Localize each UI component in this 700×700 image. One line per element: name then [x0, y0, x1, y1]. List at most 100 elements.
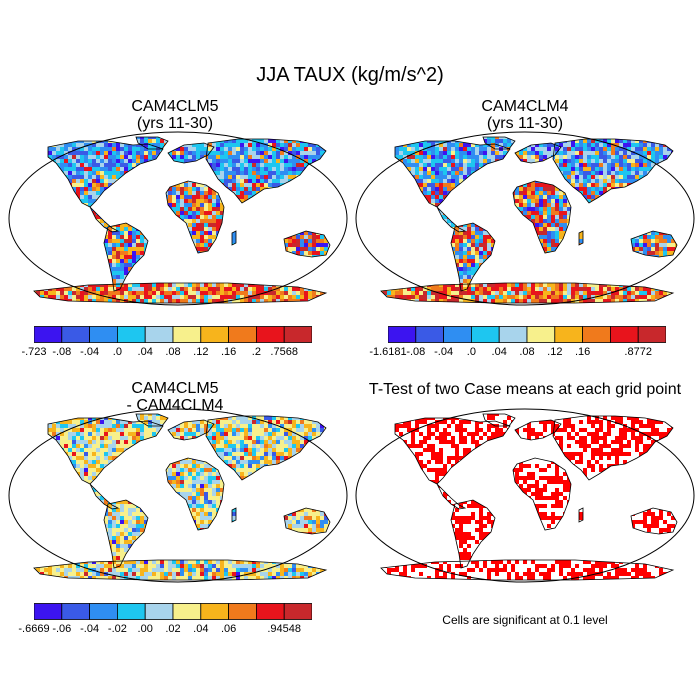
colorbar-swatch	[255, 326, 285, 343]
colorbar-swatch	[609, 326, 639, 343]
panel-title-cam4clm5: CAM4CLM5 (yrs 11-30)	[75, 98, 275, 132]
colorbar-cam4clm5: -.723 -.08 -.04 .0 .04 .08 .12 .16 .2 .7568	[21, 326, 312, 366]
colorbar-tick-label: .2	[251, 346, 261, 358]
colorbar-tick-label: .04	[193, 623, 209, 635]
colorbar-swatch	[471, 326, 500, 343]
coastline-africa	[165, 180, 225, 254]
colorbar-swatch	[172, 603, 202, 620]
panel-title-cam4clm4: CAM4CLM4 (yrs 11-30)	[425, 98, 625, 132]
coastline-europe	[514, 142, 562, 164]
colorbar-tick-label: .16	[220, 346, 237, 358]
colorbar-swatch	[388, 326, 417, 343]
coastline-australia	[283, 507, 331, 535]
colorbar-tick-label: .12	[547, 346, 563, 358]
colorbar-swatch	[61, 603, 90, 620]
coastline-madagascar	[578, 230, 584, 246]
coastline-antarctica	[33, 559, 328, 581]
coastline-north-america	[394, 417, 511, 485]
coastline-north-america	[47, 140, 164, 208]
coastline-europe	[167, 419, 215, 441]
coastline-antarctica	[33, 282, 328, 304]
colorbar-tick-label: -.04	[80, 623, 100, 635]
colorbar-tick-label: .02	[165, 623, 181, 635]
colorbar-swatch	[89, 603, 118, 620]
map-ttest	[355, 408, 695, 583]
coastline-madagascar	[578, 507, 584, 523]
coastline-australia	[630, 507, 678, 535]
colorbar-swatch	[228, 603, 257, 620]
coastline-central-america	[436, 483, 467, 510]
colorbar-swatch	[172, 326, 202, 343]
colorbar-swatch	[415, 326, 444, 343]
coastline-antarctica	[380, 559, 675, 581]
colorbar-tick-label: .04	[137, 346, 153, 358]
coastline-asia	[205, 415, 327, 481]
coastline-central-america	[436, 206, 467, 233]
colorbar-tick-label: .08	[519, 346, 535, 358]
coastline-greenland	[135, 413, 169, 427]
colorbar-tick-label: .0	[466, 346, 476, 358]
map-cam4clm4	[355, 131, 695, 306]
coastline-asia	[205, 138, 327, 204]
colorbar-swatches	[34, 326, 312, 343]
colorbar-swatch	[283, 326, 312, 343]
coastline-greenland	[482, 413, 516, 427]
colorbar-swatch	[144, 603, 174, 620]
colorbar-swatch	[228, 326, 257, 343]
colorbar-tick-label: .12	[193, 346, 209, 358]
colorbar-tick-label: .04	[491, 346, 507, 358]
panel-title-line1: CAM4CLM5	[131, 380, 219, 397]
colorbar-swatch	[89, 326, 118, 343]
coastline-asia	[552, 415, 674, 481]
coastline-africa	[165, 457, 225, 531]
colorbar-tick-label: -.723	[21, 346, 47, 358]
colorbar-tick-label: .00	[137, 623, 153, 635]
coastline-madagascar	[231, 230, 237, 246]
colorbar-swatch	[34, 326, 63, 343]
coastline-south-america	[103, 222, 149, 292]
panel-title-line2: (yrs 11-30)	[136, 115, 214, 132]
map-border	[355, 408, 695, 583]
colorbar-swatch	[255, 603, 285, 620]
colorbar-swatch	[144, 326, 174, 343]
colorbar-tick-label: .8772	[624, 346, 652, 358]
colorbar-swatch	[61, 326, 90, 343]
colorbar-swatches	[388, 326, 666, 343]
map-cam4clm5	[8, 131, 348, 306]
map-border	[8, 131, 348, 306]
colorbar-diff: -.6669 -.06 -.04 -.02 .00 .02 .04 .06 .94548	[18, 603, 312, 643]
coastline-madagascar	[231, 507, 237, 523]
map-border	[355, 131, 695, 306]
coastline-asia	[552, 138, 674, 204]
colorbar-tick-label: .94548	[267, 623, 302, 635]
colorbar-tick-label: -.6669	[18, 623, 50, 635]
coastline-north-america	[394, 140, 511, 208]
colorbar-swatch	[117, 603, 146, 620]
colorbar-tick-label: -.06	[52, 623, 72, 635]
colorbar-swatch	[200, 326, 230, 343]
colorbar-tick-label: .0	[112, 346, 122, 358]
coastline-australia	[283, 230, 331, 258]
coastline-australia	[630, 230, 678, 258]
colorbar-tick-label: -.02	[107, 623, 127, 635]
colorbar-swatch	[526, 326, 556, 343]
coastline-europe	[167, 142, 215, 164]
coastlines	[33, 413, 331, 581]
colorbar-tick-label: -.04	[80, 346, 100, 358]
coastline-central-america	[89, 206, 120, 233]
panel-title-line1: CAM4CLM5	[131, 98, 219, 115]
colorbar-tick-label: .08	[165, 346, 181, 358]
colorbar-tick-label: -.08	[406, 346, 426, 358]
coastline-greenland	[482, 136, 516, 150]
colorbar-swatch	[283, 603, 312, 620]
coastline-antarctica	[380, 282, 675, 304]
colorbar-tick-label: .16	[574, 346, 591, 358]
coastlines	[33, 136, 331, 304]
coastline-africa	[512, 457, 572, 531]
colorbar-tick-label: -.08	[52, 346, 72, 358]
colorbar-tick-label: -1.6181	[369, 346, 407, 358]
coastline-south-america	[450, 222, 496, 292]
panel-title-line2: (yrs 11-30)	[486, 115, 564, 132]
colorbar-swatch	[498, 326, 528, 343]
colorbar-swatch	[637, 326, 666, 343]
